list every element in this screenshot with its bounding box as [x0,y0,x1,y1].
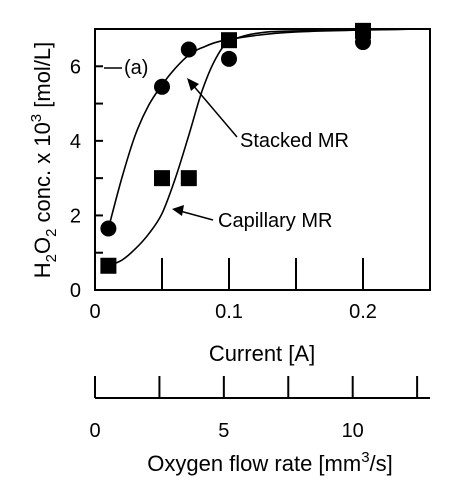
annotation-capillary-arrow [179,210,214,221]
x-ticks: 0 0.1 0.2 [89,258,431,323]
x-tick-label: 0 [89,301,100,323]
secondary-x-tick-label: 5 [218,420,229,442]
fit-curves [107,28,424,267]
panel-label: (a) [124,57,148,79]
capillary-mr-point [100,257,117,274]
secondary-x-tick-label: 10 [342,420,364,442]
secondary-x-axis-label: Oxygen flow rate [mm3/s] [147,449,393,476]
annotation-stacked-arrow [191,83,238,138]
capillary-mr-curve [108,28,424,267]
capillary-mr-point [355,22,371,39]
data-markers [100,22,371,274]
capillary-mr-point [154,170,170,187]
stacked-mr-point [180,41,197,58]
y-tick-label: 2 [70,205,81,227]
annotation-capillary-mr: Capillary MR [218,210,332,232]
annotation-capillary-arrowhead [172,205,184,216]
plot-frame [94,28,431,291]
stacked-mr-curve [107,28,424,229]
capillary-mr-point [180,170,197,187]
annotation-stacked-arrowhead [187,78,199,91]
annotation-stacked-mr: Stacked MR [240,130,349,152]
y-tick-label: 6 [70,56,81,78]
secondary-x-tick-label: 0 [89,420,100,442]
stacked-mr-point [154,78,170,95]
y-ticks: 0 2 4 6 [70,28,103,302]
stacked-mr-point [100,220,117,237]
y-tick-label: 4 [70,131,81,153]
capillary-mr-point [221,32,237,49]
stacked-mr-point [221,50,237,67]
secondary-x-ticks: 0 5 10 [89,376,419,442]
y-axis-label: H2O2 conc. x 103 [mol/L] [28,42,60,279]
y-tick-label: 0 [70,280,81,302]
x-tick-label: 0.2 [349,301,377,323]
x-axis-label: Current [A] [209,341,315,366]
x-tick-label: 0.1 [215,301,243,323]
